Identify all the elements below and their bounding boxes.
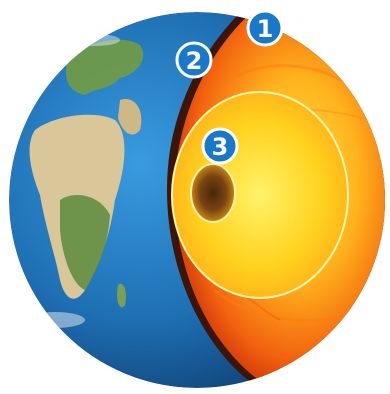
marker-3-label: 3 [212, 133, 229, 161]
marker-2: 2 [175, 41, 213, 79]
marker-3: 3 [201, 127, 239, 165]
marker-1-label: 1 [257, 15, 274, 43]
inner-core [190, 163, 236, 223]
marker-2-label: 2 [186, 47, 203, 75]
marker-1: 1 [246, 9, 284, 47]
